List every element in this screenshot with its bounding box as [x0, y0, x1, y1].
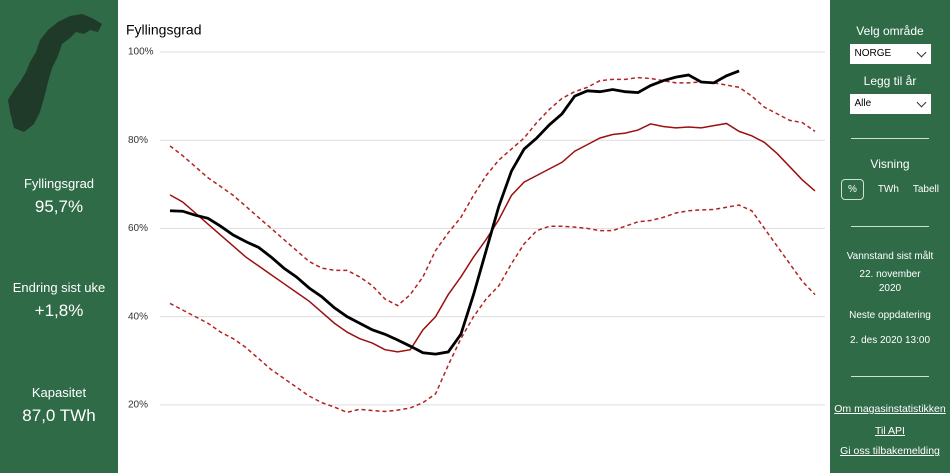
norway-map: [8, 14, 102, 132]
data-line: [169, 69, 740, 356]
area-label: Velg område: [856, 24, 924, 38]
divider: [851, 138, 929, 139]
year-label: Legg til år: [863, 74, 917, 88]
y-tick-label: 100%: [128, 47, 154, 58]
link[interactable]: Gi oss tilbakemelding: [840, 445, 940, 457]
chart-title: Fyllingsgrad: [126, 22, 201, 38]
view-button[interactable]: TWh: [877, 184, 899, 195]
y-tick-label: 80%: [128, 135, 148, 146]
measured-label: Vannstand sist målt: [846, 251, 934, 262]
area-select[interactable]: NORGE: [849, 44, 931, 64]
y-tick-label: 20%: [128, 399, 148, 410]
view-button[interactable]: %: [840, 179, 864, 200]
stat-value: 87,0 TWh: [22, 406, 96, 425]
stat-label: Endring sist uke: [12, 280, 106, 295]
stat: Endring sist uke +1,8%: [0, 280, 118, 321]
stat-value: +1,8%: [34, 301, 84, 320]
update-value: 2. des 2020 13:00: [849, 335, 931, 346]
update-label: Neste oppdatering: [849, 310, 931, 321]
view-options: % TWh Tabell: [834, 179, 946, 200]
divider: [851, 226, 929, 227]
stat: Kapasitet 87,0 TWh: [0, 385, 118, 426]
stat-value: 95,7%: [34, 197, 84, 216]
view-button[interactable]: Tabell: [912, 184, 939, 195]
year-select[interactable]: Alle: [849, 94, 931, 114]
measured-value: 22. november 2020: [859, 269, 921, 294]
data-line: [169, 204, 816, 414]
y-tick-label: 60%: [128, 223, 148, 234]
divider: [851, 376, 929, 377]
stat-label: Fyllingsgrad: [23, 176, 95, 191]
y-tick-label: 40%: [128, 311, 148, 322]
stat: Fyllingsgrad 95,7%: [0, 176, 118, 217]
data-line: [169, 122, 816, 353]
right-panel: Velg område NORGE Legg til år Alle Visni…: [830, 0, 950, 473]
chart: Fyllingsgrad 20% 40% 60% 80% 100%: [126, 22, 825, 414]
stat-label: Kapasitet: [31, 385, 87, 400]
link[interactable]: Om magasinstatistikken: [834, 403, 946, 415]
left-panel: Fyllingsgrad 95,7% Endring sist uke +1,8% …: [0, 0, 118, 473]
link[interactable]: Til API: [875, 425, 905, 437]
view-label: Visning: [870, 157, 910, 171]
